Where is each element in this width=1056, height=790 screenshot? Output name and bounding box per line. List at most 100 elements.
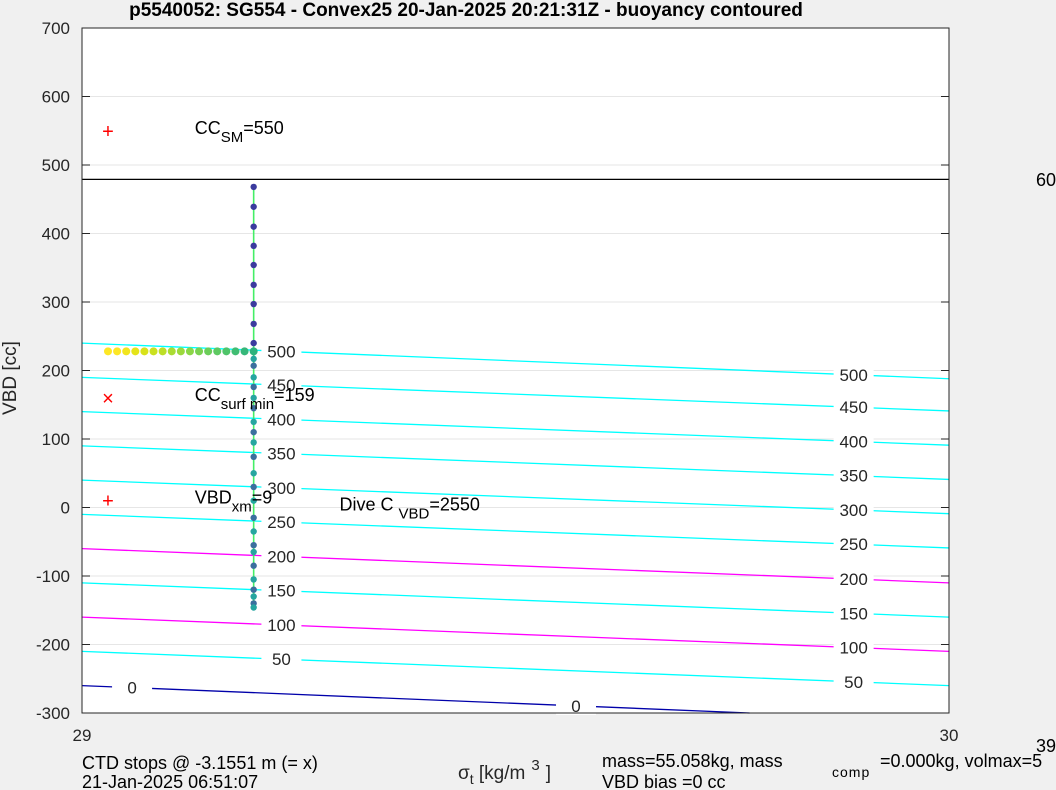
contour-label: 50: [844, 673, 863, 692]
dive-point: [250, 483, 257, 491]
y-axis-label: VBD [cc]: [0, 341, 21, 415]
dive-point: [250, 576, 257, 583]
dive-point: [250, 548, 257, 556]
dive-point: [250, 339, 257, 347]
dive-point: [250, 528, 257, 535]
marker-point: +: [102, 121, 114, 143]
contour-label: 0: [571, 697, 580, 716]
annotation-label: VBDxm=9: [195, 488, 273, 516]
contour-label: 50: [272, 650, 291, 669]
dive-point: [250, 418, 257, 426]
dive-point: [250, 586, 257, 593]
dive-point: [250, 223, 257, 230]
contour-label-bg: [833, 672, 874, 691]
surface-point: [131, 347, 140, 356]
contour-label: 200: [267, 547, 295, 566]
x-tick-label: 29: [73, 726, 92, 745]
contour-label: 250: [839, 535, 867, 554]
annotation-label: Dive C VBD=2550: [339, 495, 479, 523]
dive-point: [250, 394, 257, 402]
contour-label-bg: [833, 500, 874, 519]
dive-point: [250, 562, 257, 569]
dive-point: [250, 320, 257, 328]
surface-point: [195, 347, 204, 356]
surface-point: [222, 347, 231, 356]
footer-date: 21-Jan-2025 06:51:07: [82, 772, 258, 790]
contour-label: 500: [839, 366, 867, 385]
dive-point: [250, 404, 257, 412]
surface-point: [185, 347, 194, 356]
dive-point: [250, 497, 257, 504]
y-tick-label: 700: [42, 19, 70, 38]
contour-label: 300: [839, 501, 867, 520]
contour-line-350: [81, 445, 950, 481]
annotation-label: CCSM=550: [195, 118, 284, 146]
contour-label-bg: [261, 342, 302, 361]
contour-label-bg: [833, 398, 874, 417]
contour-label-bg: [261, 547, 302, 566]
contour-label-bg: [261, 376, 302, 395]
surface-point: [213, 347, 222, 356]
dive-point: [250, 604, 257, 611]
contour-label-bg: [261, 410, 302, 429]
footer-ctd-stops: CTD stops @ -3.1551 m (= x): [82, 753, 318, 773]
surface-point: [104, 347, 113, 356]
marker-point: ×: [102, 388, 114, 410]
surface-point: [122, 347, 131, 356]
contour-line-200: [81, 547, 950, 584]
dive-point: [250, 383, 257, 391]
y-tick-label: 100: [42, 430, 70, 449]
y-tick-label: -200: [36, 636, 70, 655]
surface-point: [167, 347, 176, 356]
contour-line-450: [81, 376, 950, 412]
surface-point: [113, 347, 122, 356]
contour-line-100: [81, 616, 950, 652]
contour-line-400: [81, 410, 950, 446]
contour-line-0: [81, 684, 750, 714]
contour-label-bg: [833, 466, 874, 485]
surface-point: [249, 347, 258, 356]
contour-label-bg: [833, 365, 874, 384]
contour-label-bg: [833, 535, 874, 554]
contour-label-bg: [261, 650, 302, 669]
contour-label: 150: [839, 604, 867, 623]
dive-point: [250, 470, 257, 477]
right-edge-label-top: 60: [1036, 170, 1056, 190]
surface-point: [158, 347, 167, 356]
contour-label-bg: [833, 604, 874, 623]
contour-label: 100: [267, 616, 295, 635]
surface-point: [149, 347, 158, 356]
y-tick-label: 400: [42, 225, 70, 244]
surface-point: [176, 347, 185, 356]
annotations: CCSM=550 CCsurf min=159 VBDxm=9 Dive C VBD=…: [195, 118, 480, 523]
contour-label: 450: [267, 376, 295, 395]
marker-point: +: [102, 491, 114, 513]
surface-point: [204, 347, 213, 356]
dive-point: [250, 593, 257, 600]
contour-label-bg: [112, 678, 153, 697]
annotation-label: CCsurf min=159: [195, 385, 315, 413]
surface-point: [240, 347, 249, 356]
contour-label-bg: [261, 581, 302, 600]
contour-label: 250: [267, 513, 295, 532]
contour-label-bg: [833, 432, 874, 451]
y-tick-label: 600: [42, 88, 70, 107]
contour-label: 150: [267, 582, 295, 601]
dive-point: [250, 453, 257, 461]
surface-point: [231, 347, 240, 356]
y-tick-label: -300: [36, 704, 70, 723]
contour-label-bg: [556, 696, 597, 715]
contour-label-bg: [261, 444, 302, 463]
contour-label: 200: [839, 570, 867, 589]
contour-label: 500: [267, 342, 295, 361]
right-edge-label-bottom: 39: [1036, 736, 1056, 756]
y-tick-label: 200: [42, 362, 70, 381]
x-axis-label: σt [kg/m 3]: [458, 757, 551, 787]
dive-point: [250, 203, 257, 210]
y-tick-label: 500: [42, 156, 70, 175]
x-tick-label: 30: [940, 726, 959, 745]
dive-point: [250, 514, 257, 521]
contour-label: 450: [839, 398, 867, 417]
